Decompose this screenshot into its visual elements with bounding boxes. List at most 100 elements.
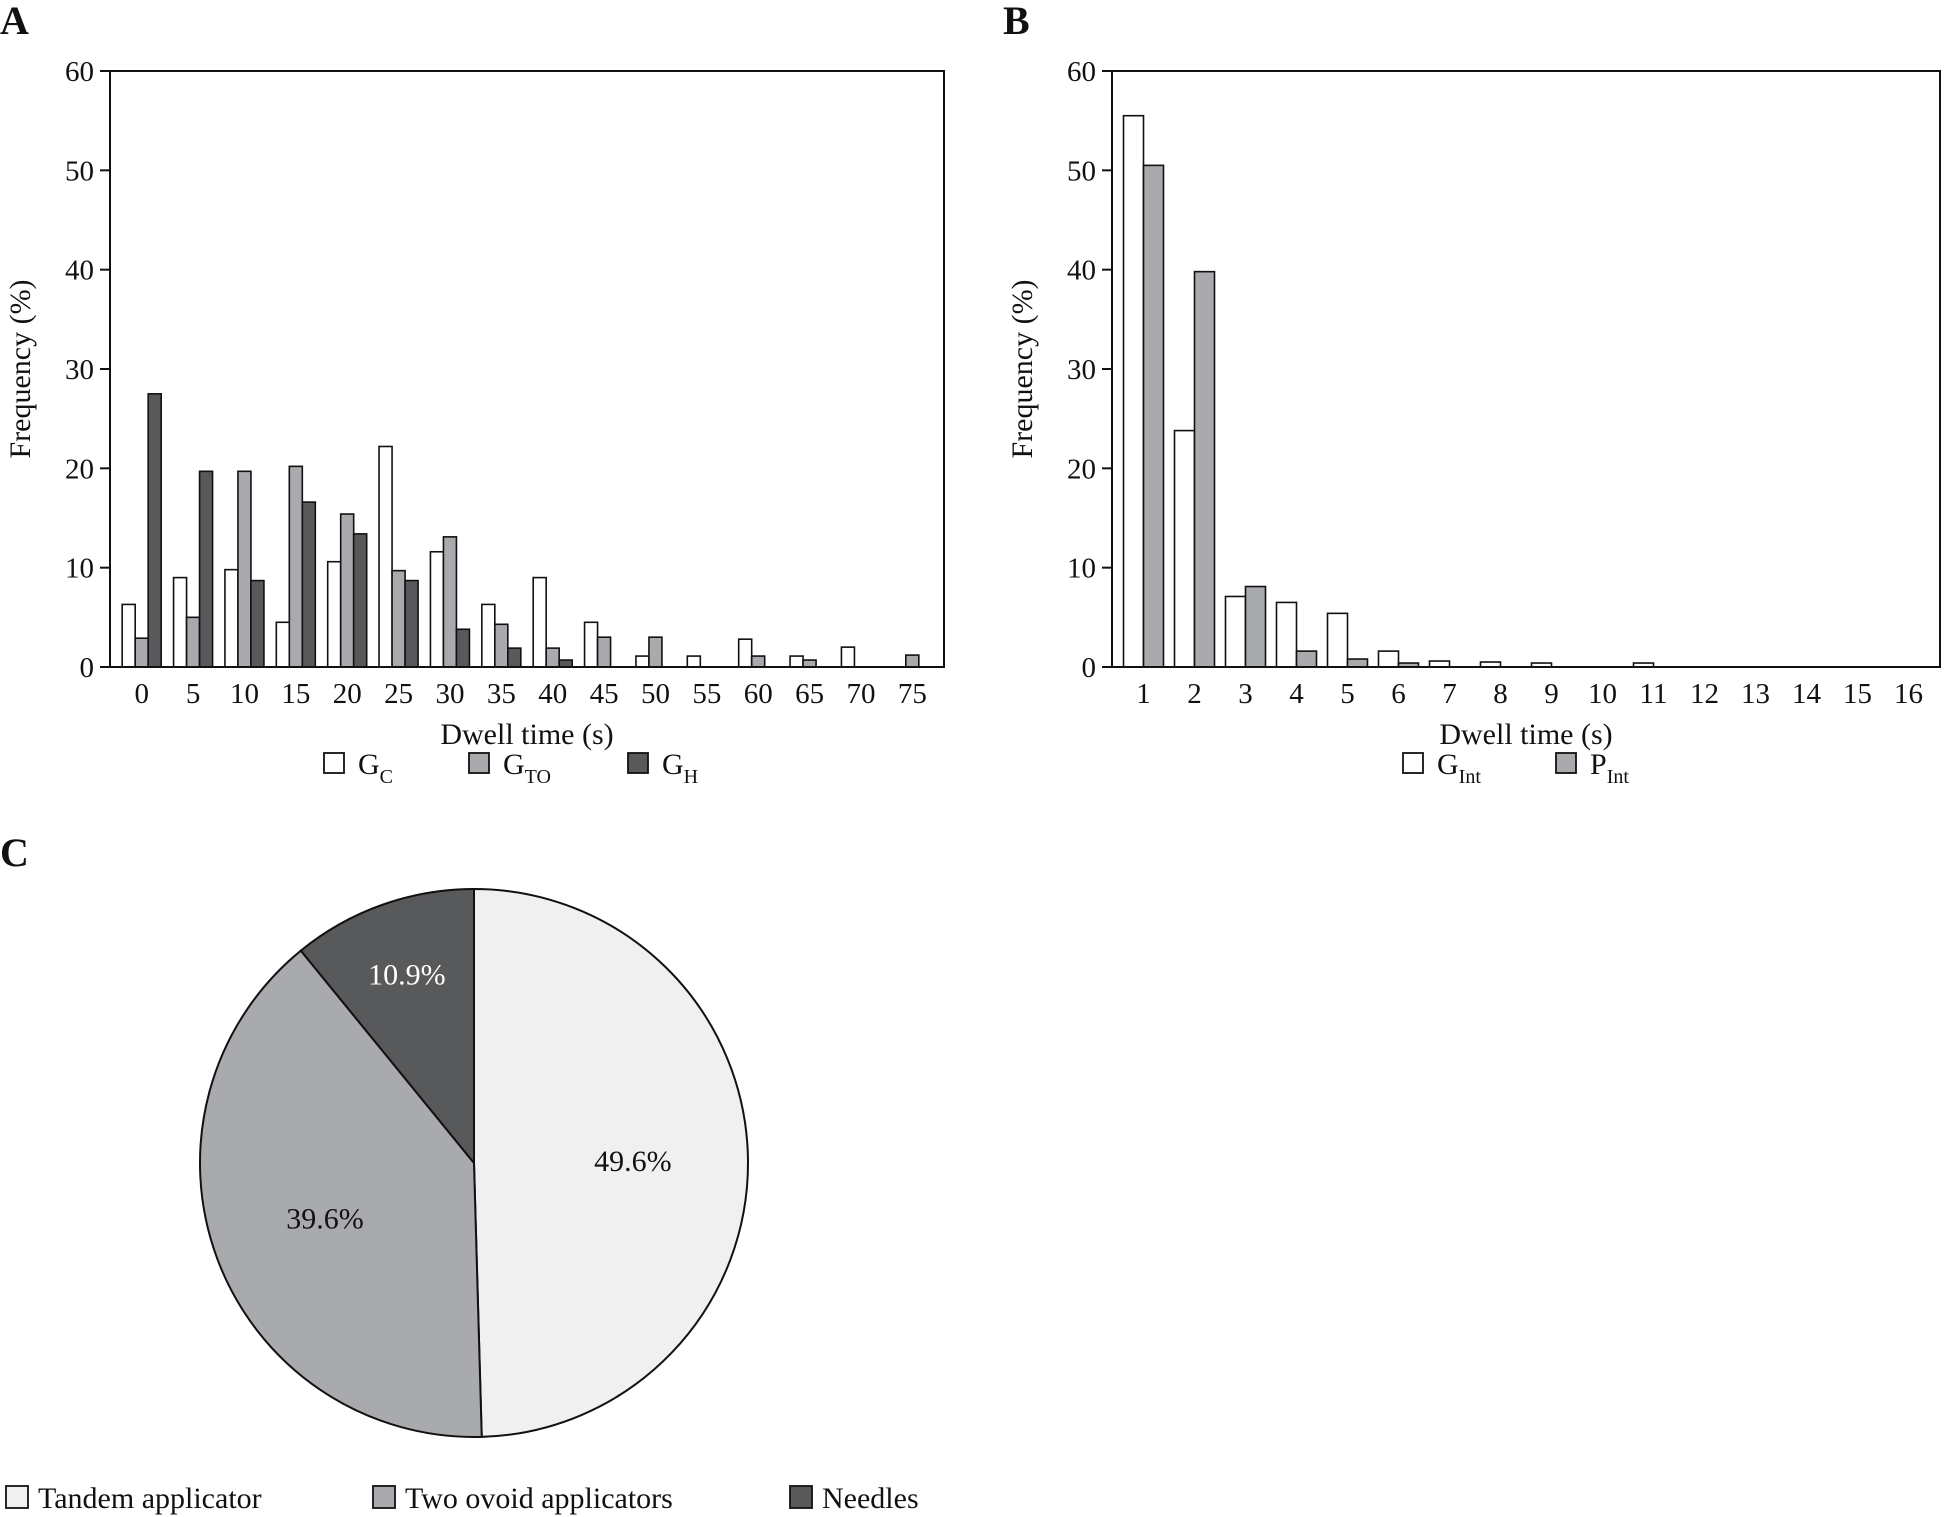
plot-frame (109, 70, 945, 668)
panel-b-letter: B (1003, 0, 1030, 43)
x-tick-label: 15 (1843, 678, 1872, 710)
x-tick-label: 9 (1544, 678, 1559, 710)
x-tick-label: 30 (435, 678, 464, 710)
legend-label-sub: H (684, 766, 698, 788)
bar-2-20 (352, 533, 368, 668)
bar-0-40 (532, 576, 547, 668)
legend-label: GInt (1437, 748, 1481, 788)
legend-swatch (468, 752, 490, 774)
chart-a: 0 10 20 30 40 50 60 0 5 10 15 20 25 30 35 40 45 50 55 60 65 7… (4, 56, 945, 788)
bar-0-10 (224, 568, 239, 668)
bar-1-10 (237, 470, 252, 668)
bar-1-3 (1244, 585, 1267, 668)
bar-1-25 (391, 569, 406, 668)
bar-1-35 (494, 623, 509, 668)
bar-0-3 (1224, 595, 1247, 668)
bar-0-1 (1122, 114, 1145, 668)
legend-label-sub: Int (1607, 766, 1630, 788)
x-tick-label: 25 (384, 678, 413, 710)
pie-label-2: 10.9% (368, 959, 446, 992)
pie-legend-label: Two ovoid applicators (405, 1482, 673, 1515)
bar-0-2 (1173, 429, 1196, 668)
y-tick-label: 0 (80, 652, 95, 684)
pie-legend-swatch (5, 1485, 29, 1509)
bar-2-40 (558, 659, 573, 668)
bar-1-40 (545, 647, 560, 668)
y-tick-label: 10 (65, 553, 94, 585)
legend-swatch (1555, 752, 1577, 774)
pie-legend-label: Needles (822, 1482, 919, 1515)
bar-2-15 (301, 501, 317, 668)
bar-2-0 (147, 393, 162, 668)
x-tick-label: 10 (230, 678, 259, 710)
bar-0-4 (1275, 601, 1298, 668)
x-tick-label: 14 (1792, 678, 1822, 710)
pie-legend-swatch (789, 1485, 813, 1509)
bar-1-75 (905, 654, 920, 668)
legend-label-main: G (1437, 748, 1459, 781)
bar-0-5 (172, 576, 188, 668)
y-axis-title: Frequency (%) (1006, 279, 1039, 458)
x-tick-label: 2 (1187, 678, 1202, 710)
legend-swatch (627, 752, 649, 774)
x-tick-label: 55 (692, 678, 721, 710)
x-tick-label: 5 (186, 678, 201, 710)
x-tick-label: 12 (1690, 678, 1719, 710)
bar-0-20 (326, 560, 342, 668)
bar-2-5 (198, 470, 214, 668)
y-tick-label: 20 (1067, 453, 1096, 485)
bar-2-10 (250, 579, 265, 668)
bar-1-65 (802, 659, 817, 668)
x-tick-label: 20 (333, 678, 362, 710)
y-tick-label: 40 (1067, 255, 1096, 287)
pie-slice-1 (199, 949, 483, 1438)
legend-label-main: G (662, 748, 684, 781)
x-tick-label: 40 (538, 678, 567, 710)
panel-c-letter: C (0, 830, 29, 875)
y-tick-label: 60 (65, 56, 94, 88)
bar-1-2 (1193, 270, 1216, 668)
bar-0-25 (378, 445, 393, 668)
x-tick-label: 3 (1238, 678, 1253, 710)
legend-label: PInt (1590, 748, 1629, 788)
x-tick-label: 70 (846, 678, 875, 710)
y-tick-label: 0 (1082, 652, 1097, 684)
x-tick-label: 35 (487, 678, 516, 710)
bar-1-50 (648, 636, 663, 668)
x-axis-title: Dwell time (s) (440, 718, 613, 751)
x-tick-label: 5 (1340, 678, 1355, 710)
x-tick-label: 0 (134, 678, 149, 710)
pie-legend-swatch (372, 1485, 396, 1509)
x-tick-label: 75 (898, 678, 927, 710)
legend-label-sub: C (380, 766, 393, 788)
pie-slice-0 (473, 887, 749, 1438)
bar-0-35 (481, 603, 496, 668)
y-tick-label: 10 (1067, 553, 1096, 585)
bar-1-0 (134, 637, 149, 668)
y-tick-label: 20 (65, 453, 94, 485)
x-tick-label: 6 (1391, 678, 1406, 710)
bar-0-15 (275, 621, 291, 668)
bar-0-0 (121, 603, 136, 668)
bar-1-60 (750, 655, 766, 668)
bar-0-45 (583, 621, 599, 668)
bar-0-55 (686, 655, 702, 668)
x-tick-label: 4 (1289, 678, 1304, 710)
bar-1-5 (1346, 658, 1369, 668)
bar-0-60 (737, 638, 753, 668)
bar-0-5 (1326, 612, 1349, 668)
bar-2-35 (507, 647, 522, 668)
x-tick-label: 60 (744, 678, 773, 710)
bar-1-20 (339, 513, 355, 668)
x-tick-label: 8 (1493, 678, 1508, 710)
x-tick-label: 7 (1442, 678, 1457, 710)
x-tick-label: 11 (1640, 678, 1668, 710)
legend-label-sub: Int (1459, 766, 1482, 788)
legend-label: GTO (503, 748, 551, 788)
bar-1-5 (185, 616, 201, 668)
y-tick-label: 30 (1067, 354, 1096, 386)
y-axis-title: Frequency (%) (4, 279, 37, 458)
x-tick-label: 10 (1588, 678, 1617, 710)
